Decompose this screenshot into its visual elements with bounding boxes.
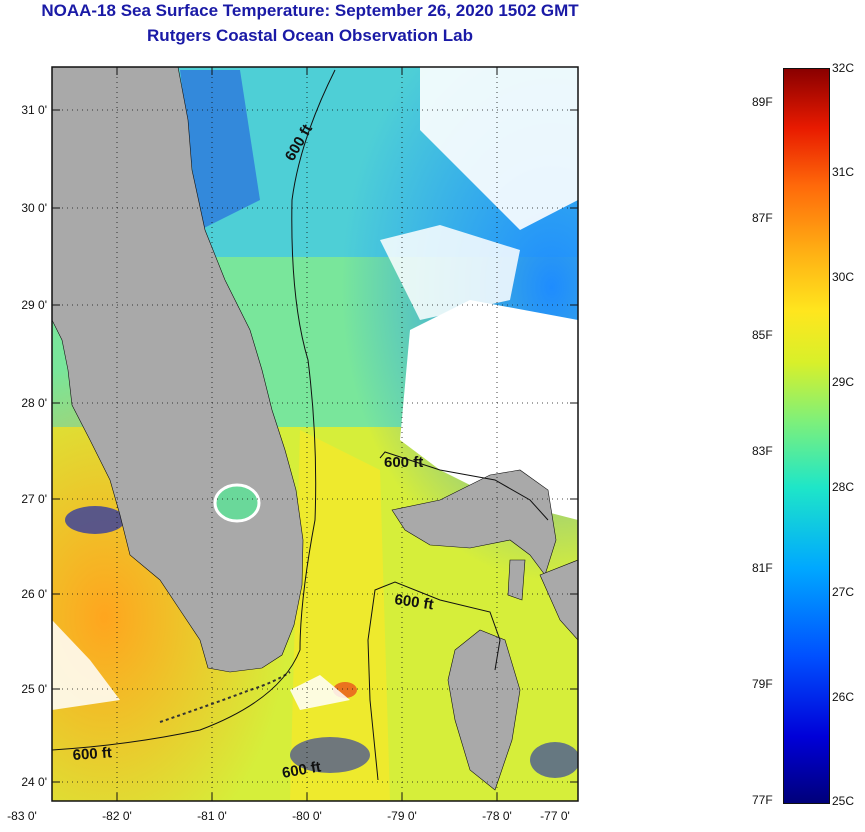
lat-label: 28 0' [21,396,47,410]
colorbar-fahrenheit-label: 85F [752,328,773,342]
colorbar-celsius-label: 29C [832,375,855,389]
land-berry-islands [507,559,526,601]
colorbar-celsius-label: 32C [832,61,855,75]
sst-cold-patch [65,506,125,534]
land-eleuthera [539,559,578,641]
colorbar-fahrenheit-label: 89F [752,95,773,109]
lat-label: 26 0' [21,587,47,601]
cloud-mask [52,620,120,710]
map-title: NOAA-18 Sea Surface Temperature: Septemb… [41,1,579,20]
lon-label: -80 0' [292,809,322,823]
contour-label: 600 ft [72,744,112,764]
lon-label: -82 0' [102,809,132,823]
lon-label: -78 0' [482,809,512,823]
colorbar-celsius-label: 30C [832,270,855,284]
florida-keys [159,671,291,723]
contour-label: 600 ft [384,454,423,471]
sst-cold-patch [530,742,578,778]
sst-field [52,67,578,801]
sst-cold-patch [290,737,370,773]
cloud-mask [380,225,520,320]
cloud-mask [420,67,578,230]
lon-label: -83 0' [7,809,37,823]
axis-ticks [52,67,578,801]
sst-cold-nearshore [180,70,260,230]
colorbar-fahrenheit-label: 77F [752,793,773,807]
lat-label: 31 0' [21,103,47,117]
cloud-mask [290,675,350,710]
cloud-mask [400,300,578,520]
colorbar-celsius-label: 28C [832,480,855,494]
lat-label: 30 0' [21,201,47,215]
colorbar-fahrenheit-label: 87F [752,211,773,225]
colorbar-celsius-label: 27C [832,585,855,599]
isobath-600ft-bahama-north [379,451,549,521]
land-andros [447,629,521,791]
colorbar-celsius-label: 31C [832,165,855,179]
lon-label: -81 0' [197,809,227,823]
map-subtitle: Rutgers Coastal Ocean Observation Lab [147,26,473,45]
lake-okeechobee [213,483,261,523]
colorbar-celsius-label: 25C [832,794,855,808]
lat-label: 24 0' [21,775,47,789]
colorbar-fahrenheit-label: 83F [752,444,773,458]
isobath-600ft-florida [52,69,336,751]
lat-label: 27 0' [21,492,47,506]
isobath-600ft-bahama-south [367,581,501,781]
lat-label: 25 0' [21,682,47,696]
lon-label: -77 0' [540,809,570,823]
colorbar-celsius-label: 26C [832,690,855,704]
temperature-colorbar [783,68,830,804]
colorbar-fahrenheit-label: 81F [752,561,773,575]
lon-label: -79 0' [387,809,417,823]
lat-label: 29 0' [21,298,47,312]
colorbar-fahrenheit-label: 79F [752,677,773,691]
contour-label: 600 ft [281,758,323,782]
contour-label: 600 ft [393,591,434,613]
map-frame [51,66,579,802]
